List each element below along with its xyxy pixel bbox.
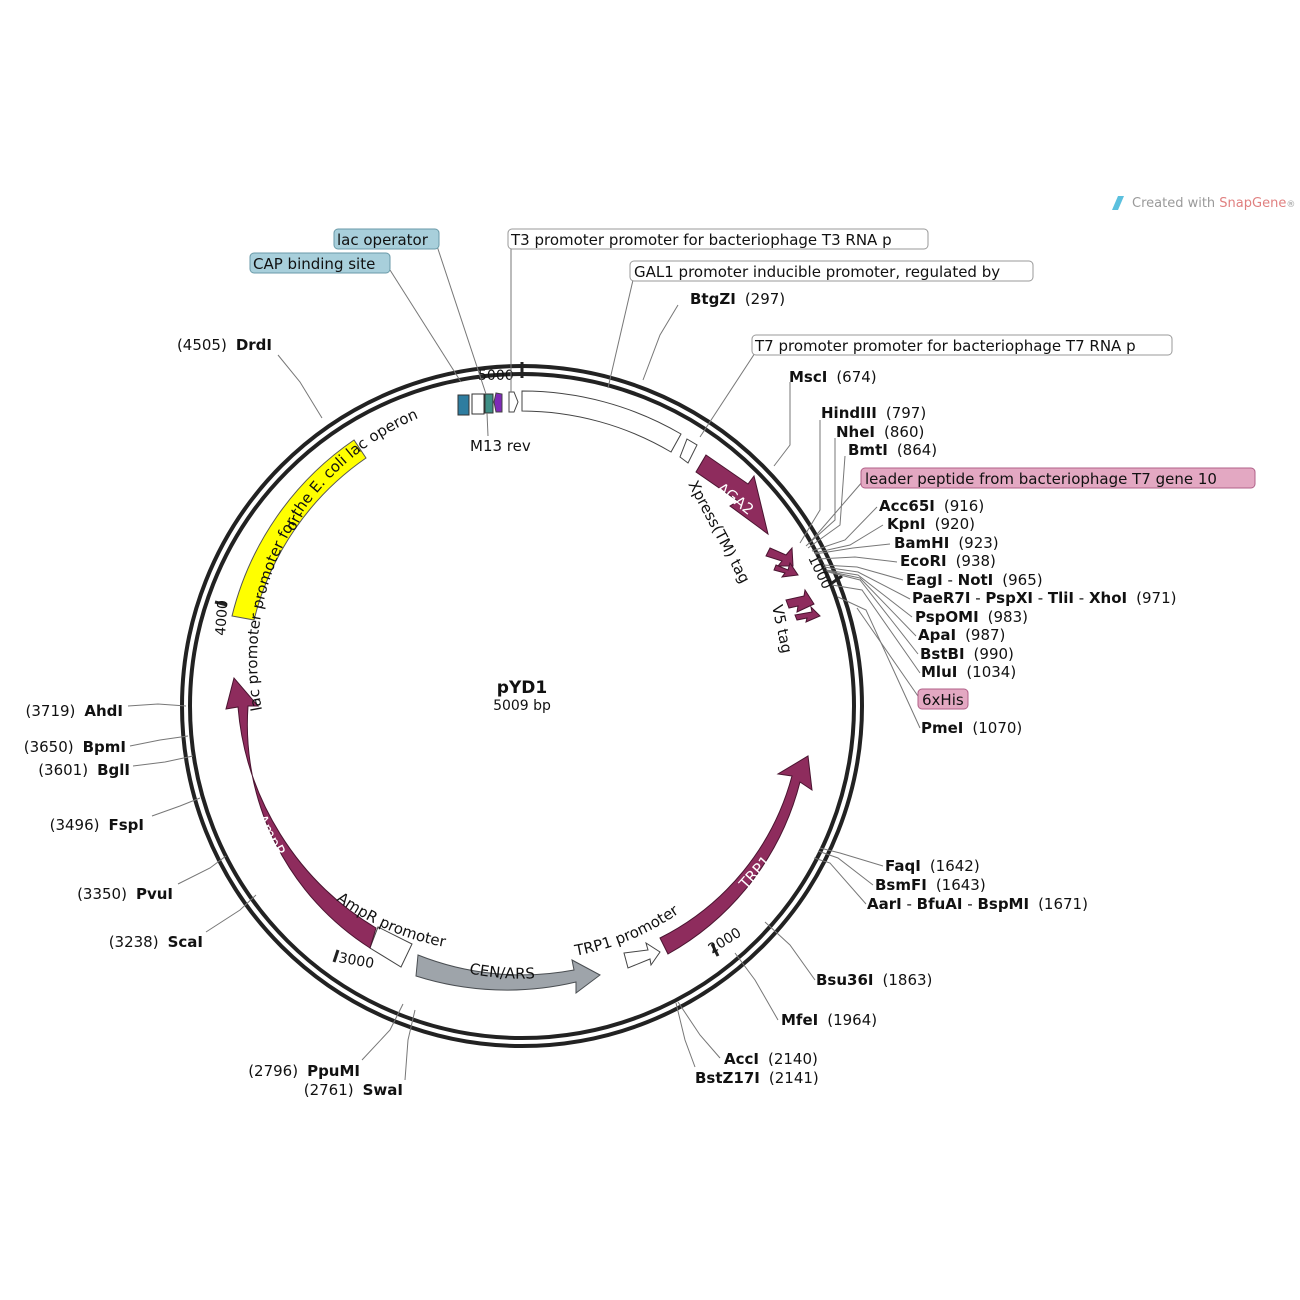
callout-lac-operator: lac operator <box>333 228 487 395</box>
lac-operator-box <box>484 393 494 414</box>
watermark-reg: ® <box>1286 200 1295 210</box>
site-pmei: PmeI (1070) <box>921 719 1022 737</box>
callout-t3-promoter: T3 promoter promoter for bacteriophage T… <box>507 228 929 392</box>
watermark-prefix: Created with <box>1132 196 1219 211</box>
v5-label: V5 tag <box>768 603 796 655</box>
site-leaders <box>127 304 921 1081</box>
plasmid-length: 5009 bp <box>493 698 551 714</box>
feature-arcs <box>225 390 821 994</box>
tick-3000: 3000 <box>337 950 375 972</box>
tick-5000: 5000 <box>478 368 514 384</box>
watermark-brand: SnapGene <box>1219 196 1286 211</box>
site-faqi: FaqI (1642) <box>885 857 980 875</box>
trp1-promoter-label: TRP1 promoter <box>572 901 682 960</box>
callout-leader-peptide: leader peptide from bacteriophage T7 gen… <box>811 467 1256 541</box>
cap-binding-box <box>457 394 470 416</box>
plasmid-name: pYD1 <box>497 678 547 698</box>
site-kpni: KpnI (920) <box>887 515 975 533</box>
svg-text:Created with SnapGene®: Created with SnapGene® <box>1132 196 1295 211</box>
t3-promoter-text: T3 promoter promoter for bacteriophage T… <box>510 231 892 249</box>
site-ppumi: (2796) PpuMI <box>248 1062 360 1080</box>
tick-4000: 4000 <box>213 600 231 637</box>
site-eagi-noti: EagI - NotI (965) <box>906 571 1043 589</box>
site-bsmfi: BsmFI (1643) <box>875 876 986 894</box>
callout-6xhis: 6xHis <box>856 607 969 710</box>
callout-cap-binding: CAP binding site <box>249 252 462 383</box>
lac-promoter-box <box>471 393 485 415</box>
site-ahdi: (3719) AhdI <box>26 702 124 720</box>
gal1-promoter-arc <box>521 390 682 453</box>
xpress-arrow-2 <box>773 561 799 578</box>
leader-peptide-text: leader peptide from bacteriophage T7 gen… <box>865 470 1217 488</box>
ampr-label: AmpR <box>252 811 289 859</box>
trp1-promoter-arrow <box>623 941 661 969</box>
trp1-arrow <box>659 755 813 955</box>
site-bsu36i: Bsu36I (1863) <box>816 971 932 989</box>
site-bgli: (3601) BglI <box>38 761 130 779</box>
callout-gal1-promoter: GAL1 promoter inducible promoter, regula… <box>607 260 1034 389</box>
site-mfei: MfeI (1964) <box>781 1011 877 1029</box>
six-his-text: 6xHis <box>922 691 964 709</box>
site-bstz17i: BstZ17I (2141) <box>695 1069 819 1087</box>
m13-rev-label: M13 rev <box>470 437 531 455</box>
callout-t7-promoter: T7 promoter promoter for bacteriophage T… <box>699 334 1173 438</box>
site-drdi: (4505) DrdI <box>177 336 272 354</box>
site-scai: (3238) ScaI <box>109 933 203 951</box>
ori-arc <box>231 439 367 621</box>
lac-operator-text: lac operator <box>337 231 429 249</box>
t7-promoter-text: T7 promoter promoter for bacteriophage T… <box>754 337 1136 355</box>
site-mlui: MluI (1034) <box>921 663 1016 681</box>
site-acc65i: Acc65I (916) <box>879 497 984 515</box>
site-bamhi: BamHI (923) <box>894 534 999 552</box>
cen-ars-arrow <box>415 954 601 994</box>
site-bmti: BmtI (864) <box>848 441 937 459</box>
site-hindiii: HindIII (797) <box>821 404 926 422</box>
lac-promoter-label: lac promoter promoter for the E. coli la… <box>243 405 420 713</box>
site-msci: MscI (674) <box>789 368 877 386</box>
site-swai: (2761) SwaI <box>304 1081 403 1099</box>
tick-marks <box>214 362 843 963</box>
site-aari-group: AarI - BfuAI - BspMI (1671) <box>867 895 1088 913</box>
gal1-promoter-text: GAL1 promoter inducible promoter, regula… <box>634 263 1000 281</box>
snapgene-logo-icon <box>1112 196 1124 210</box>
site-btgzi: BtgZI (297) <box>690 290 785 308</box>
t3-promoter-arrow <box>508 391 519 413</box>
site-acci: AccI (2140) <box>724 1050 818 1068</box>
site-fspi: (3496) FspI <box>50 816 144 834</box>
snapgene-watermark: Created with SnapGene® <box>1112 196 1295 211</box>
ampr-promoter-box <box>369 926 413 968</box>
m13-rev-arrow <box>493 392 503 413</box>
site-nhei: NheI (860) <box>836 423 924 441</box>
t7-promoter-box <box>679 438 698 464</box>
site-pvui: (3350) PvuI <box>77 885 173 903</box>
cap-binding-text: CAP binding site <box>253 255 375 273</box>
site-apai: ApaI (987) <box>918 626 1005 644</box>
cen-ars-label: CEN/ARS <box>468 960 535 983</box>
xpress-arrow-1 <box>765 546 794 567</box>
site-paer7i-group: PaeR7I - PspXI - TliI - XhoI (971) <box>912 589 1176 607</box>
site-bstbi: BstBI (990) <box>920 645 1014 663</box>
site-pspomi: PspOMI (983) <box>915 608 1028 626</box>
site-bpmi: (3650) BpmI <box>24 738 126 756</box>
ampr-arrow <box>225 676 377 949</box>
site-ecori: EcoRI (938) <box>900 552 996 570</box>
tick-2000: 2000 <box>706 925 745 957</box>
v5-arrow-1 <box>785 588 815 613</box>
v5-arrow-2 <box>794 605 821 623</box>
aga2-arrow <box>695 454 769 536</box>
